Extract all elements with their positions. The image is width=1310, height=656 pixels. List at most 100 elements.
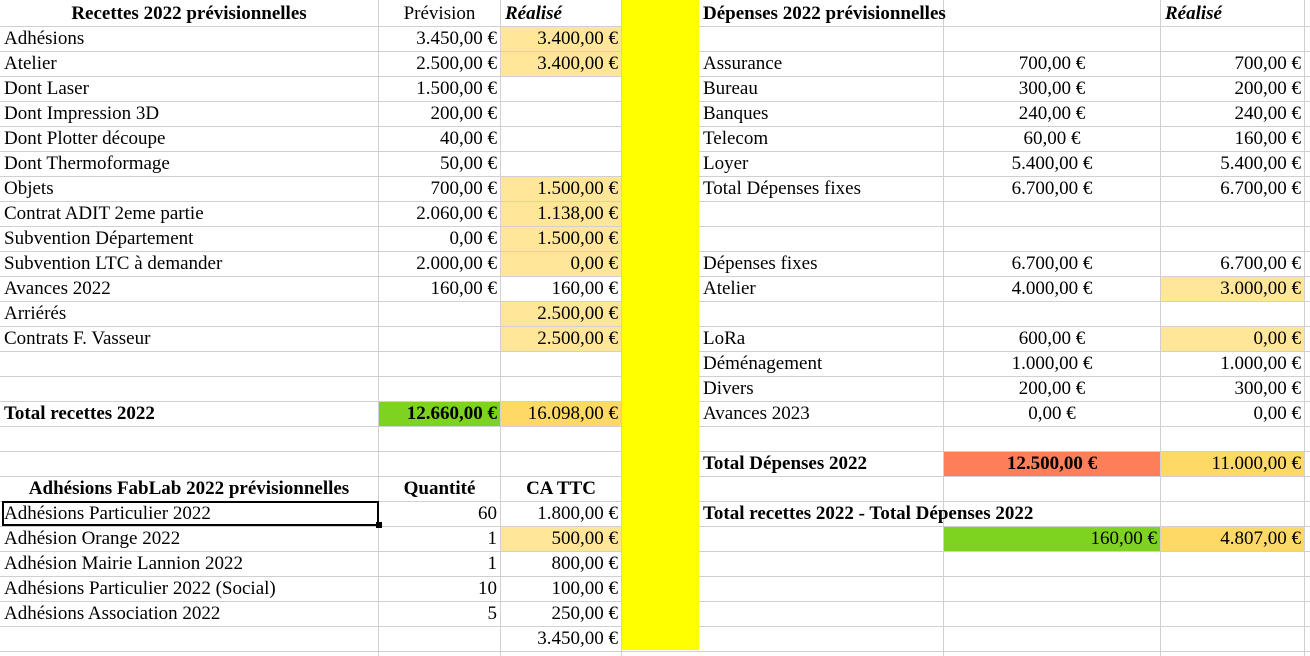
adhesions-row-ca[interactable]: 1.800,00 €: [537, 503, 618, 524]
adhesions-row-label[interactable]: Adhésion Mairie Lannion 2022: [4, 553, 244, 574]
depenses-row-label[interactable]: LoRa: [703, 328, 746, 349]
depenses-col-realise[interactable]: Réalisé: [1165, 3, 1222, 24]
recettes-row-prevision[interactable]: [379, 327, 500, 352]
recettes-row-prevision[interactable]: 3.450,00 €: [416, 28, 497, 49]
depenses-row-realise[interactable]: 0,00 €: [1253, 328, 1302, 349]
adhesions-col-ca[interactable]: CA TTC: [526, 478, 596, 499]
depenses-row-prevision[interactable]: 600,00 €: [1018, 328, 1086, 349]
depenses-row-prevision[interactable]: 0,00 €: [1028, 403, 1076, 424]
depenses-total-label[interactable]: Total Dépenses 2022: [703, 453, 867, 474]
recettes-row-prevision[interactable]: 2.000,00 €: [416, 253, 497, 274]
recettes-row-label[interactable]: Dont Laser: [4, 78, 89, 99]
depenses-total-prevision[interactable]: 12.500,00 €: [1006, 453, 1098, 474]
depenses-row-prevision[interactable]: 1.000,00 €: [1011, 353, 1093, 374]
adhesions-title[interactable]: Adhésions FabLab 2022 prévisionnelles: [28, 478, 350, 499]
recettes-title[interactable]: Recettes 2022 prévisionnelles: [71, 3, 307, 24]
recettes-row-realise[interactable]: 2.500,00 €: [537, 303, 618, 324]
adhesions-row-label[interactable]: Adhésions Association 2022: [4, 603, 221, 624]
recettes-row-label[interactable]: Dont Impression 3D: [4, 103, 160, 124]
depenses-row-label[interactable]: Telecom: [703, 128, 769, 149]
depenses-row-realise[interactable]: 0,00 €: [1253, 403, 1302, 424]
recettes-col-realise[interactable]: Réalisé: [505, 3, 562, 24]
recettes-row-label[interactable]: Dont Thermoformage: [4, 153, 170, 174]
adhesions-row-quantite[interactable]: 1: [487, 528, 498, 549]
depenses-title[interactable]: Dépenses 2022 prévisionnelles: [703, 3, 946, 24]
depenses-total-realise[interactable]: 11.000,00 €: [1211, 453, 1301, 474]
recettes-row-realise[interactable]: 3.400,00 €: [537, 28, 618, 49]
recettes-row-prevision[interactable]: 2.500,00 €: [416, 53, 497, 74]
depenses-row-realise[interactable]: 240,00 €: [1234, 103, 1302, 124]
depenses-row-label[interactable]: Loyer: [703, 153, 749, 174]
depenses-row-realise[interactable]: 3.000,00 €: [1220, 278, 1301, 299]
recettes-row-prevision[interactable]: 1.500,00 €: [416, 78, 497, 99]
autofill-handle[interactable]: [376, 522, 382, 528]
recettes-row-realise[interactable]: 3.400,00 €: [537, 53, 618, 74]
balance-realise[interactable]: 4.807,00 €: [1220, 528, 1301, 549]
recettes-row-realise[interactable]: 1.500,00 €: [537, 178, 618, 199]
depenses-row-realise[interactable]: 6.700,00 €: [1220, 253, 1301, 274]
adhesions-row-quantite[interactable]: 1: [487, 553, 498, 574]
recettes-row-label[interactable]: Dont Plotter découpe: [4, 128, 166, 149]
cell-cursor[interactable]: [2, 501, 379, 526]
depenses-row-prevision[interactable]: 700,00 €: [1018, 53, 1086, 74]
adhesions-row-label[interactable]: Adhésion Orange 2022: [4, 528, 181, 549]
depenses-row-prevision[interactable]: 200,00 €: [1018, 378, 1086, 399]
depenses-row-realise[interactable]: 6.700,00 €: [1220, 178, 1301, 199]
adhesions-row-ca[interactable]: 100,00 €: [551, 578, 619, 599]
balance-label[interactable]: Total recettes 2022 - Total Dépenses 202…: [703, 503, 1034, 524]
adhesions-col-quantite[interactable]: Quantité: [403, 478, 476, 499]
depenses-row-prevision[interactable]: 5.400,00 €: [1011, 153, 1093, 174]
recettes-row-label[interactable]: Contrat ADIT 2eme partie: [4, 203, 204, 224]
adhesions-row-label[interactable]: Adhésions Particulier 2022 (Social): [4, 578, 276, 599]
recettes-row-label[interactable]: Arriérés: [4, 303, 67, 324]
recettes-row-realise[interactable]: 2.500,00 €: [537, 328, 618, 349]
recettes-row-label[interactable]: Avances 2022: [4, 278, 111, 299]
recettes-row-label[interactable]: Adhésions: [4, 28, 85, 49]
depenses-row-realise[interactable]: 5.400,00 €: [1220, 153, 1301, 174]
recettes-row-realise[interactable]: [501, 102, 621, 127]
recettes-row-realise[interactable]: [501, 152, 621, 177]
recettes-row-label[interactable]: Subvention LTC à demander: [4, 253, 223, 274]
depenses-row-prevision[interactable]: 4.000,00 €: [1011, 278, 1093, 299]
depenses-row-realise[interactable]: 1.000,00 €: [1220, 353, 1301, 374]
depenses-row-realise[interactable]: 160,00 €: [1234, 128, 1302, 149]
recettes-row-realise[interactable]: 0,00 €: [570, 253, 619, 274]
depenses-row-realise[interactable]: 700,00 €: [1234, 53, 1302, 74]
recettes-total-label[interactable]: Total recettes 2022: [4, 403, 155, 424]
depenses-row-label[interactable]: Atelier: [703, 278, 756, 299]
depenses-row-label[interactable]: Bureau: [703, 78, 758, 99]
adhesions-row-ca[interactable]: 800,00 €: [551, 553, 619, 574]
depenses-row-realise[interactable]: 200,00 €: [1234, 78, 1302, 99]
recettes-col-prevision[interactable]: Prévision: [403, 3, 476, 24]
depenses-row-label[interactable]: Banques: [703, 103, 769, 124]
recettes-row-prevision[interactable]: 200,00 €: [430, 103, 498, 124]
adhesions-row-quantite[interactable]: 5: [487, 603, 498, 624]
depenses-row-prevision[interactable]: 60,00 €: [1023, 128, 1081, 149]
depenses-row-label[interactable]: Total Dépenses fixes: [703, 178, 862, 199]
depenses-row-prevision[interactable]: 6.700,00 €: [1011, 178, 1093, 199]
balance-prevision[interactable]: 160,00 €: [1090, 528, 1158, 549]
adhesions-row-ca[interactable]: 250,00 €: [551, 603, 619, 624]
depenses-row-label[interactable]: Avances 2023: [703, 403, 810, 424]
recettes-row-realise[interactable]: [501, 77, 621, 102]
adhesions-row-label[interactable]: Adhésions Particulier 2022: [4, 503, 211, 524]
recettes-row-prevision[interactable]: 40,00 €: [440, 128, 497, 149]
depenses-row-label[interactable]: Assurance: [703, 53, 783, 74]
recettes-row-realise[interactable]: [501, 127, 621, 152]
recettes-row-label[interactable]: Contrats F. Vasseur: [4, 328, 151, 349]
recettes-row-realise[interactable]: 160,00 €: [551, 278, 619, 299]
depenses-row-prevision[interactable]: 240,00 €: [1018, 103, 1086, 124]
recettes-row-prevision[interactable]: 0,00 €: [449, 228, 498, 249]
depenses-row-realise[interactable]: 300,00 €: [1234, 378, 1302, 399]
adhesions-row-ca[interactable]: 500,00 €: [551, 528, 619, 549]
recettes-total-prevision[interactable]: 12.660,00 €: [406, 403, 497, 424]
adhesions-total-ca[interactable]: 3.450,00 €: [537, 628, 618, 649]
depenses-row-prevision[interactable]: 300,00 €: [1018, 78, 1086, 99]
adhesions-row-quantite[interactable]: 10: [478, 578, 497, 599]
recettes-total-realise[interactable]: 16.098,00 €: [527, 403, 618, 424]
recettes-row-prevision[interactable]: 700,00 €: [430, 178, 498, 199]
recettes-row-label[interactable]: Subvention Département: [4, 228, 194, 249]
depenses-row-label[interactable]: Déménagement: [703, 353, 823, 374]
depenses-row-label[interactable]: Divers: [703, 378, 754, 399]
recettes-row-prevision[interactable]: [379, 302, 500, 327]
